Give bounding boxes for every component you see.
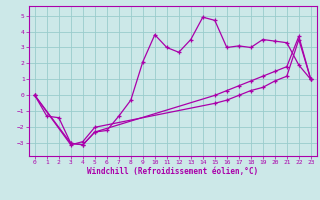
X-axis label: Windchill (Refroidissement éolien,°C): Windchill (Refroidissement éolien,°C) <box>87 167 258 176</box>
